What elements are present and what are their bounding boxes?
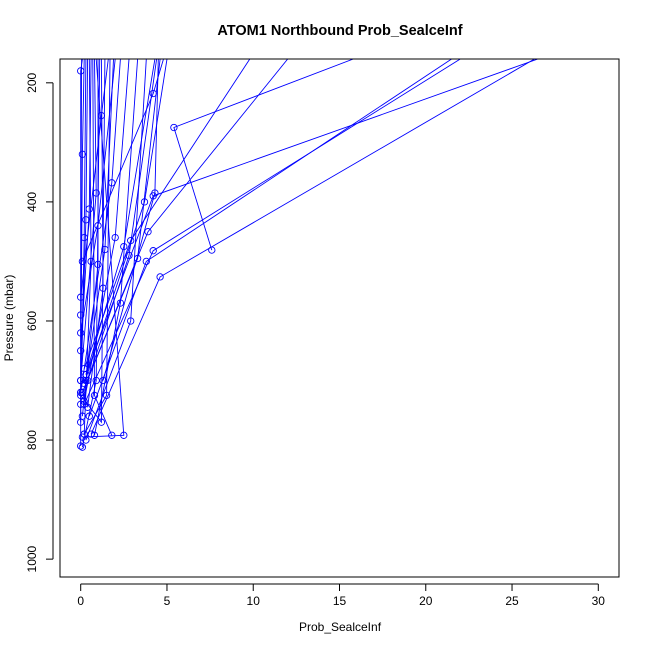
plot-frame — [59, 58, 620, 578]
series-point — [78, 257, 87, 266]
series-line-14 — [80, 59, 121, 393]
series-line-32 — [102, 59, 159, 381]
series-line-31 — [85, 59, 156, 375]
x-tick-label: 10 — [247, 594, 261, 608]
series-point — [149, 247, 157, 255]
series-point — [102, 391, 111, 400]
series-point — [151, 189, 159, 197]
x-axis-label: Prob_SealceInf — [299, 620, 382, 634]
y-tick-label: 200 — [25, 72, 39, 92]
series-line-7 — [83, 59, 251, 369]
series-line-19 — [80, 59, 97, 381]
y-axis-label: Pressure (mbar) — [2, 275, 16, 362]
series-line-0 — [173, 59, 354, 251]
series-point — [144, 228, 152, 236]
y-tick-label: 600 — [25, 311, 39, 331]
series-point — [78, 433, 87, 441]
series-point — [120, 431, 128, 439]
series-line-28 — [80, 59, 106, 424]
series-point — [108, 431, 116, 439]
series-point — [170, 123, 178, 132]
series-point — [77, 442, 85, 450]
x-tick-label: 15 — [333, 594, 347, 608]
series-line-12 — [94, 59, 139, 436]
series-point — [92, 376, 100, 385]
series-line-30 — [80, 59, 116, 333]
series-line-15 — [85, 59, 114, 381]
series-point — [90, 391, 99, 400]
x-tick-label: 0 — [77, 594, 84, 608]
x-tick-label: 25 — [505, 594, 519, 608]
axes: 0 5 10 15 20 25 30 200 400 600 800 1000 — [25, 72, 605, 608]
series-line-26 — [80, 59, 83, 423]
series-point — [116, 299, 125, 307]
series-line-8 — [83, 59, 168, 384]
series-line-2 — [85, 59, 539, 375]
series-point — [111, 233, 119, 242]
series-point — [77, 391, 85, 400]
y-tick-label: 800 — [25, 430, 39, 450]
series-line-29 — [83, 59, 111, 435]
series-point — [90, 431, 99, 439]
series-point — [97, 418, 106, 426]
series-line-6 — [88, 59, 452, 417]
series-point — [77, 67, 85, 75]
series-line-27 — [81, 59, 101, 448]
series-point — [142, 257, 150, 266]
series-line-34 — [92, 59, 113, 436]
series-point — [94, 260, 102, 269]
series-point — [92, 189, 100, 197]
series-line-18 — [81, 59, 99, 417]
plot-area — [77, 59, 539, 451]
series-point — [94, 222, 102, 230]
series-point — [82, 370, 90, 379]
chart-title: ATOM1 Northbound Prob_SealceInf — [217, 23, 462, 39]
series-line-1 — [81, 59, 164, 262]
series-point — [82, 216, 90, 224]
y-tick-label: 1000 — [25, 545, 39, 572]
series-line-33 — [82, 59, 125, 438]
series-point — [87, 257, 95, 266]
series-line-21 — [83, 59, 92, 435]
series-line-11 — [85, 59, 147, 441]
series-point — [99, 376, 107, 385]
series-point — [77, 418, 85, 426]
series-point — [78, 443, 87, 451]
series-line-3 — [90, 59, 535, 435]
x-tick-label: 20 — [419, 594, 433, 608]
series-point — [127, 317, 135, 325]
x-tick-label: 30 — [592, 594, 606, 608]
series-line-24 — [80, 59, 85, 381]
series-line-10 — [81, 59, 161, 393]
y-tick-label: 400 — [25, 192, 39, 212]
x-tick-label: 5 — [164, 594, 171, 608]
series-point — [77, 329, 85, 337]
series-point — [120, 242, 128, 251]
series-line-23 — [80, 59, 87, 405]
series-line-9 — [87, 59, 158, 381]
series-point — [156, 273, 164, 281]
series-point — [125, 251, 133, 260]
series-point — [78, 150, 87, 158]
